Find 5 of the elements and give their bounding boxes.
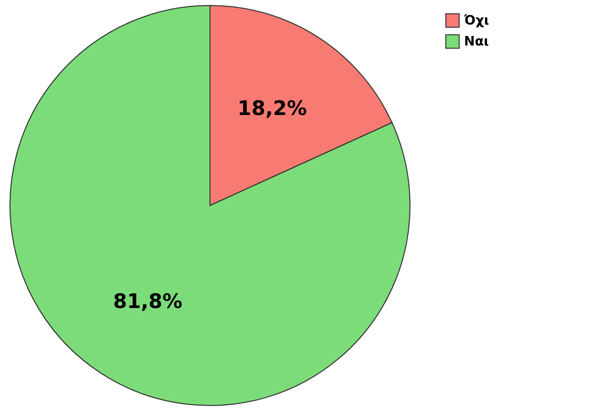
- legend-label: Όχι: [463, 14, 490, 28]
- data-label: 81,8%: [113, 289, 182, 314]
- pie-slice: [10, 5, 410, 406]
- data-label: 18,2%: [238, 96, 307, 120]
- legend-label: Ναι: [464, 34, 489, 50]
